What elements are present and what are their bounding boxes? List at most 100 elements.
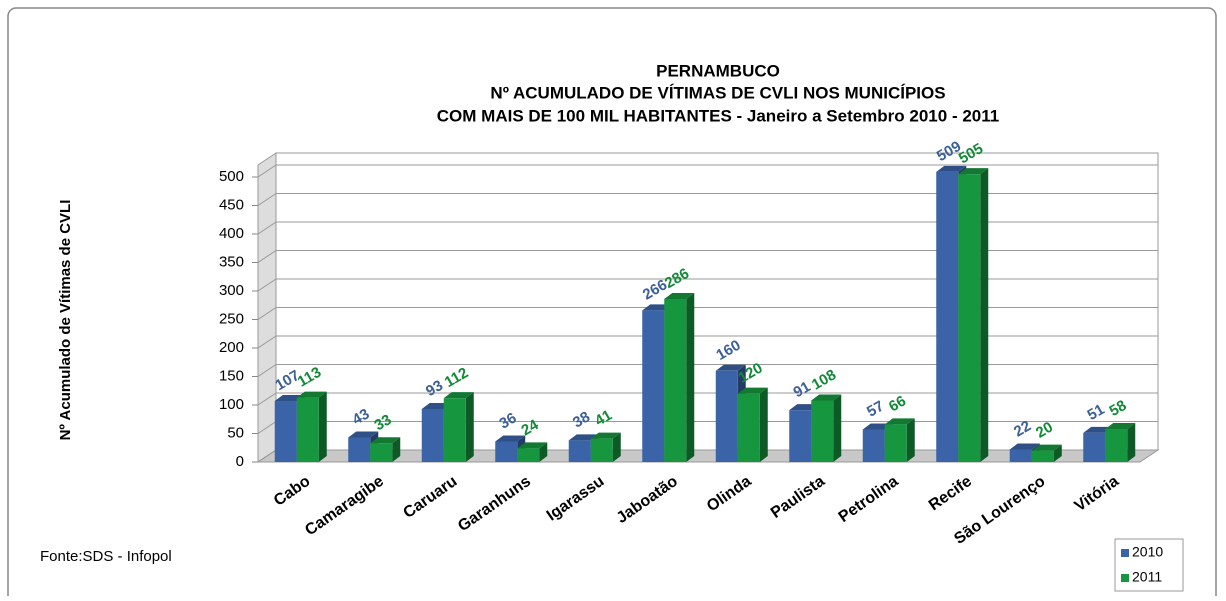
bar — [811, 400, 834, 462]
value-label: 66 — [886, 392, 909, 415]
bar — [274, 401, 297, 462]
y-tick-label: 250 — [219, 310, 244, 327]
bar-side — [686, 292, 695, 462]
bar — [936, 171, 959, 462]
bar — [1083, 432, 1106, 462]
value-label: 91 — [791, 378, 814, 401]
y-tick-label: 300 — [219, 282, 244, 299]
grid-line — [257, 278, 277, 292]
bar — [348, 437, 371, 462]
bar — [590, 438, 613, 462]
y-tick-label: 150 — [219, 367, 244, 384]
y-tick-label: 500 — [219, 168, 244, 185]
bar-top — [936, 165, 967, 172]
y-tick-label: 350 — [219, 253, 244, 270]
bar — [789, 410, 812, 462]
bar-side — [906, 418, 915, 462]
bar — [1009, 449, 1032, 462]
y-tick-label: 0 — [236, 453, 244, 470]
grid-line — [257, 449, 277, 463]
bar — [443, 398, 466, 462]
value-label: 41 — [592, 407, 615, 430]
bar — [568, 440, 591, 462]
bar-side — [1053, 444, 1062, 462]
bar — [737, 393, 760, 462]
y-axis-label: Nº Acumulado de Vítimas de CVLI — [57, 200, 74, 441]
bar-side — [612, 432, 621, 462]
legend-swatch — [1121, 549, 1129, 557]
bar-top — [296, 391, 327, 398]
grid-line — [257, 392, 277, 406]
legend-box — [1114, 538, 1184, 592]
grid-line — [257, 221, 277, 235]
bar-side — [392, 437, 401, 462]
bar-top — [737, 387, 768, 394]
bar-side — [465, 392, 474, 462]
bar-top — [1031, 444, 1062, 451]
bar-top — [715, 364, 746, 371]
legend-label: 2010 — [1132, 544, 1163, 560]
bar-side — [318, 391, 327, 462]
value-label: 57 — [864, 398, 887, 421]
legend-swatch — [1121, 574, 1129, 582]
chart-title: Nº ACUMULADO DE VÍTIMAS DE CVLI NOS MUNI… — [490, 83, 945, 102]
y-tick-label: 450 — [219, 196, 244, 213]
bar-top — [958, 168, 989, 175]
bar-top — [348, 431, 379, 438]
grid-line — [257, 307, 277, 320]
bar-top — [1009, 443, 1040, 450]
value-label: 51 — [1085, 401, 1108, 424]
grid-line — [257, 364, 277, 377]
source-note: Fonte:SDS - Infopol — [40, 548, 172, 565]
bar-side — [1127, 422, 1136, 462]
bar — [370, 443, 393, 462]
bar-top — [517, 442, 548, 449]
legend-label: 2011 — [1132, 569, 1162, 585]
bar — [862, 429, 885, 462]
bar-top — [811, 394, 842, 401]
bar-top — [370, 437, 401, 444]
bar — [1031, 450, 1054, 462]
bar — [296, 397, 319, 462]
bar — [958, 174, 981, 462]
bar-top — [884, 418, 915, 425]
y-tick-label: 200 — [219, 339, 244, 356]
grid-line — [257, 335, 277, 349]
bar — [421, 408, 444, 462]
grid-line — [257, 193, 277, 206]
value-label: 20 — [1033, 419, 1056, 442]
chart-title: PERNAMBUCO — [656, 61, 780, 80]
bar — [715, 370, 738, 462]
value-label: 93 — [423, 377, 446, 400]
value-label: 43 — [350, 405, 373, 428]
y-tick-label: 100 — [219, 396, 244, 413]
bar-side — [759, 387, 768, 462]
bar-side — [980, 168, 989, 462]
value-label: 33 — [372, 411, 395, 434]
bar-top — [443, 392, 474, 399]
bar — [884, 424, 907, 462]
bar — [664, 298, 687, 462]
value-label: 22 — [1011, 417, 1034, 440]
value-label: 36 — [497, 409, 520, 432]
chart-title: COM MAIS DE 100 MIL HABITANTES - Janeiro… — [437, 106, 999, 125]
grid-line — [257, 250, 277, 263]
bar-side — [833, 394, 842, 462]
bar-top — [590, 432, 621, 439]
value-label: 24 — [519, 416, 543, 439]
grid-line — [257, 164, 277, 178]
bar — [517, 448, 540, 462]
value-label: 58 — [1107, 397, 1130, 420]
bar-top — [495, 435, 526, 442]
value-label: 38 — [570, 408, 593, 431]
grid-line — [257, 421, 277, 434]
bar — [642, 310, 665, 462]
bar — [1105, 428, 1128, 462]
y-tick-label: 50 — [227, 424, 244, 441]
bar-side — [539, 442, 548, 462]
y-tick-label: 400 — [219, 225, 244, 242]
bar — [495, 441, 518, 462]
bar-top — [664, 292, 695, 299]
bar-top — [1105, 422, 1136, 429]
